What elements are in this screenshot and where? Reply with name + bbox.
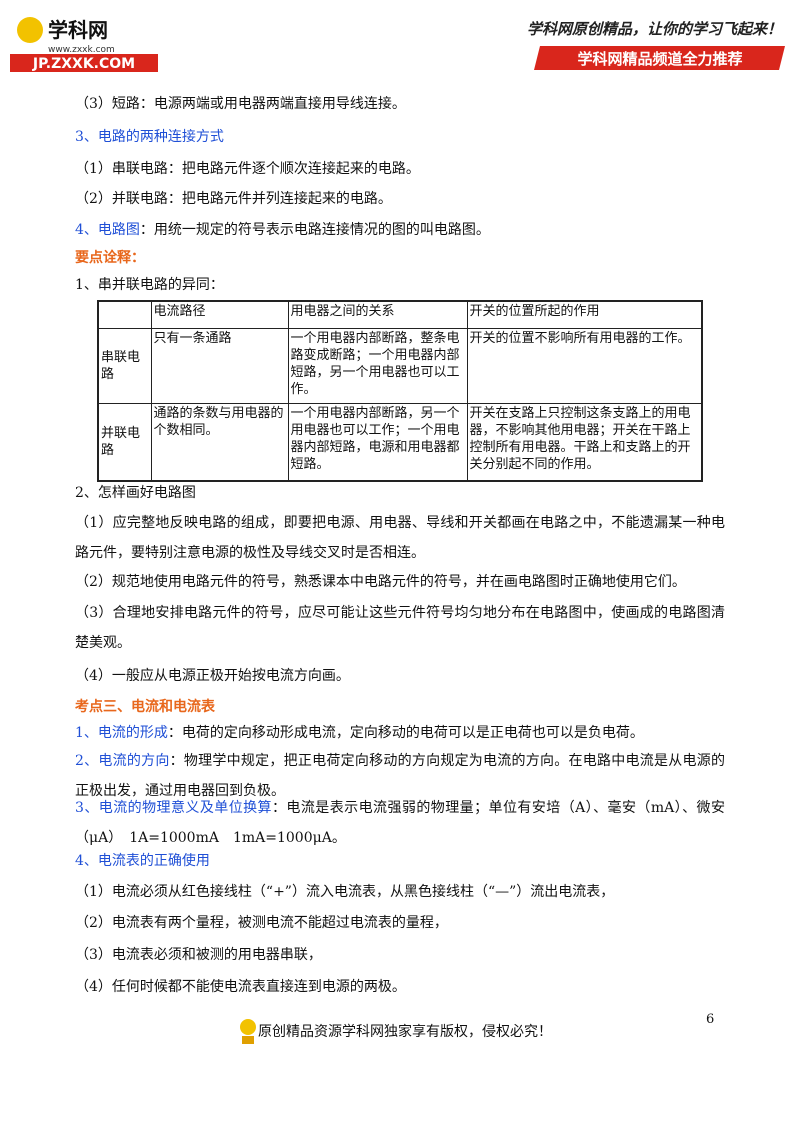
site: JP.ZXXK.COM xyxy=(32,56,135,72)
paragraph: 2、怎样画好电路图 xyxy=(75,485,196,501)
paragraph: 4、电路图：用统一规定的符号表示电路连接情况的图的叫电路图。 xyxy=(75,215,725,245)
paragraph: 1、串并联电路的异同： xyxy=(75,277,224,293)
paragraph: （2）电流表有两个量程，被测电流不能超过电流表的量程， xyxy=(75,915,448,931)
text: ：电荷的定向移动形成电流，定向移动的电荷可以是正电荷也可以是负电荷。 xyxy=(167,725,644,741)
table-row: 串联电路 只有一条通路 一个用电器内部断路，整条电路变成断路；一个用电器内部短路… xyxy=(97,327,703,404)
site-bar xyxy=(10,54,158,72)
heading: 要点诠释： xyxy=(75,250,145,266)
cell: 电流路径 xyxy=(150,300,289,329)
paragraph: 2、电流的方向：物理学中规定，把正电荷定向移动的方向规定为电流的方向。在电路中电… xyxy=(75,746,725,806)
heading: 考点三、电流和电流表 xyxy=(75,699,215,715)
section-label: 3、电流的物理意义及单位换算 xyxy=(75,800,272,816)
text: ：物理学中规定，把正电荷定向移动的方向规定为电流的方向。在电路中电流是从电源的正… xyxy=(75,753,725,799)
table-row: 并联电路 通路的条数与用电器的个数相同。 一个用电器内部断路，另一个用电器也可以… xyxy=(97,402,703,482)
logo-icon xyxy=(17,17,43,43)
slogan: 学科网原创精品，让你的学习飞起来！ xyxy=(527,20,782,38)
paragraph: （2）规范地使用电路元件的符号，熟悉课本中电路元件的符号，并在画电路图时正确地使… xyxy=(75,574,686,590)
paragraph: 1、电流的形成：电荷的定向移动形成电流，定向移动的电荷可以是正电荷也可以是负电荷… xyxy=(75,718,725,748)
header: 学科网 www.zxxk.com JP.ZXXK.COM 学科网原创精品，让你的… xyxy=(10,17,785,72)
paragraph: （1）电流必须从红色接线柱（“+”）流入电流表，从黑色接线柱（“—”）流出电流表… xyxy=(75,884,615,900)
cell: 一个用电器内部断路，另一个用电器也可以工作；一个用电器内部短路，电源和用电器都短… xyxy=(287,402,468,482)
cell: 并联电路 xyxy=(97,402,152,482)
section-label: 2、电流的方向 xyxy=(75,753,170,769)
section-label: 1、电流的形成 xyxy=(75,725,168,741)
cell: 一个用电器内部断路，整条电路变成断路；一个用电器内部短路，另一个用电器也可以工作… xyxy=(287,327,468,404)
cell: 开关的位置所起的作用 xyxy=(466,300,703,329)
paragraph: （4）一般应从电源正极开始按电流方向画。 xyxy=(75,668,350,684)
paragraph: （1）应完整地反映电路的组成，即要把电源、用电器、导线和开关都画在电路之中，不能… xyxy=(75,515,725,561)
paragraph: （3）短路：电源两端或用电器两端直接用导线连接。 xyxy=(75,96,406,112)
cell: 用电器之间的关系 xyxy=(287,300,468,329)
footer-notice: 原创精品资源学科网独家享有版权，侵权必究！ xyxy=(258,1024,552,1040)
cell xyxy=(97,300,152,329)
table: 电流路径 用电器之间的关系 开关的位置所起的作用 串联电路 只有一条通路 一个用… xyxy=(97,300,703,482)
cell: 开关的位置不影响所有用电器的工作。 xyxy=(466,327,703,404)
text: ：电流是表示电流强弱的物理量；单位有安培（A）、毫安（mA）、微安（μA） 1A… xyxy=(75,800,725,846)
table-header: 电流路径 用电器之间的关系 开关的位置所起的作用 xyxy=(97,300,703,329)
page-number: 6 xyxy=(706,1012,715,1027)
section-label: 4、电路图 xyxy=(75,222,140,238)
paragraph: 3、电流的物理意义及单位换算：电流是表示电流强弱的物理量；单位有安培（A）、毫安… xyxy=(75,793,725,853)
logo-url: www.zxxk.com xyxy=(48,45,115,55)
footer-icon xyxy=(240,1019,256,1044)
logo-text: 学科网 xyxy=(48,18,108,42)
cell: 只有一条通路 xyxy=(150,327,289,404)
paragraph: （3）电流表必须和被测的用电器串联， xyxy=(75,947,322,963)
text: ：用统一规定的符号表示电路连接情况的图的叫电路图。 xyxy=(139,222,490,238)
paragraph: （1）串联电路：把电路元件逐个顺次连接起来的电路。 xyxy=(75,161,420,177)
banner: 学科网精品频道全力推荐 xyxy=(577,50,742,68)
banner-bar xyxy=(534,46,785,70)
cell: 串联电路 xyxy=(97,327,152,404)
paragraph: （4）任何时候都不能使电流表直接连到电源的两极。 xyxy=(75,979,406,995)
section-label: 4、电流表的正确使用 xyxy=(75,853,210,869)
cell: 开关在支路上只控制这条支路上的用电器，不影响其他用电器；开关在干路上控制所有用电… xyxy=(466,402,703,482)
cell: 通路的条数与用电器的个数相同。 xyxy=(150,402,289,482)
paragraph: （3）合理地安排电路元件的符号，应尽可能让这些元件符号均匀地分布在电路图中，使画… xyxy=(75,605,725,651)
section-label: 3、电路的两种连接方式 xyxy=(75,129,224,145)
paragraph: （2）并联电路：把电路元件并列连接起来的电路。 xyxy=(75,191,392,207)
